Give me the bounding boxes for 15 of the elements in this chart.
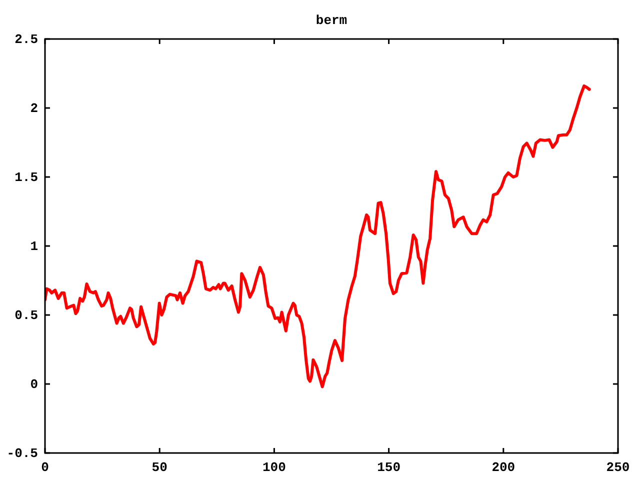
y-tick-label: 0 (30, 377, 38, 392)
line-series (45, 84, 591, 388)
y-tick-label: 2.5 (14, 32, 38, 47)
x-tick-label: 200 (492, 460, 516, 475)
x-tick-label: 150 (377, 460, 401, 475)
y-tick-label: 2 (30, 101, 38, 116)
y-tick-label: 1 (30, 239, 38, 254)
x-tick-label: 0 (41, 460, 50, 475)
x-tick-label: 250 (606, 460, 630, 475)
y-tick-label: -0.5 (6, 446, 38, 461)
x-tick-label: 100 (262, 460, 286, 475)
y-tick-label: 0.5 (14, 308, 38, 323)
chart-title: berm (316, 13, 348, 28)
y-tick-label: 1.5 (14, 170, 38, 185)
x-tick-label: 50 (152, 460, 168, 475)
